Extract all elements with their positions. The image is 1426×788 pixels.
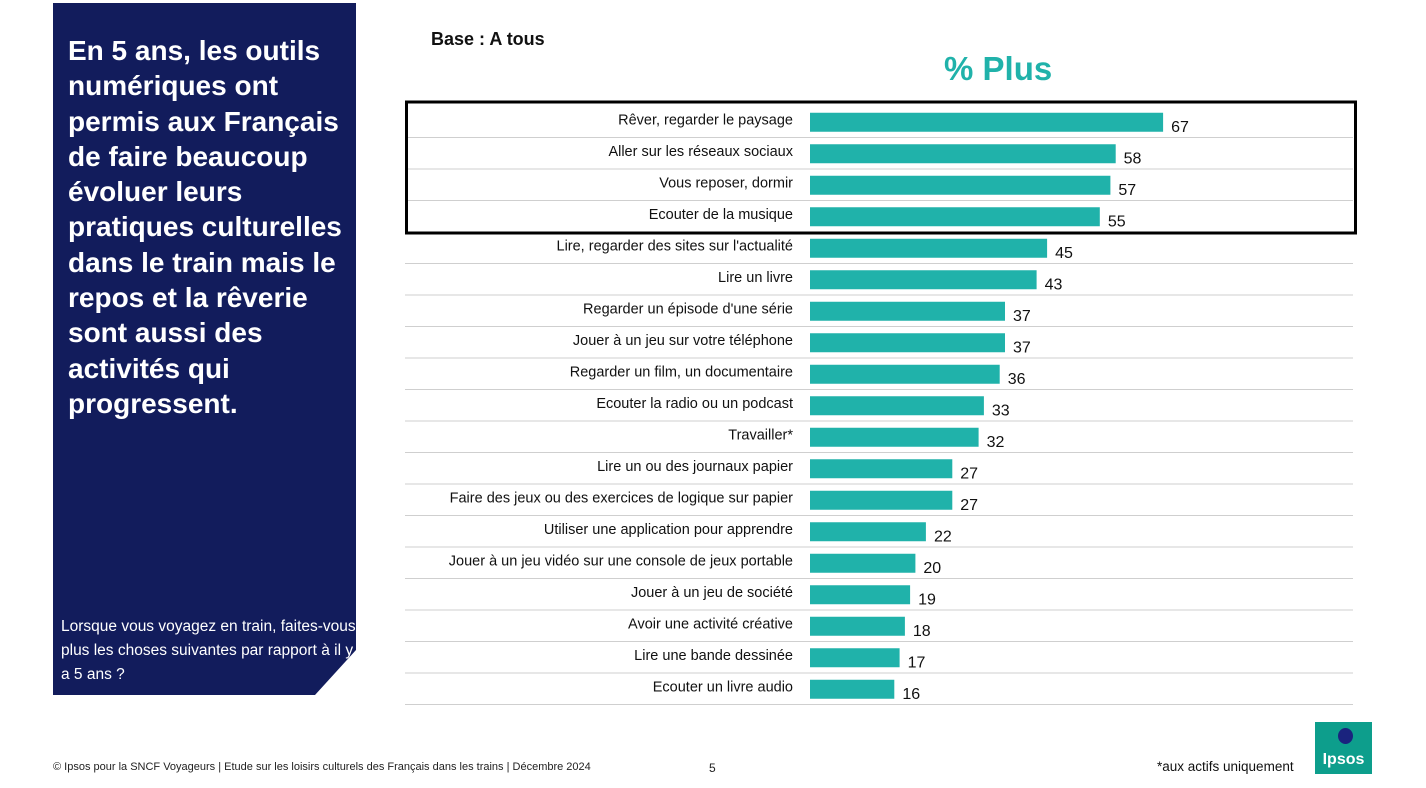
value-label: 55 (1108, 213, 1126, 230)
bar (810, 427, 979, 447)
bar (810, 144, 1116, 164)
category-label: Lire un livre (718, 270, 793, 286)
value-label: 57 (1118, 182, 1136, 199)
ipsos-logo: Ipsos (1315, 722, 1372, 774)
bar (810, 459, 953, 479)
category-label: Avoir une activité créative (628, 617, 793, 633)
category-label: Travailler* (728, 428, 793, 444)
category-label: Jouer à un jeu vidéo sur une console de … (449, 554, 793, 570)
left-panel: En 5 ans, les outils numériques ont perm… (53, 3, 356, 695)
value-label: 18 (913, 623, 931, 640)
bar (810, 616, 905, 636)
value-label: 17 (908, 654, 926, 671)
category-label: Faire des jeux ou des exercices de logiq… (450, 491, 794, 507)
value-label: 43 (1045, 276, 1063, 293)
chart-title: % Plus (944, 50, 1053, 87)
category-label: Jouer à un jeu sur votre téléphone (573, 333, 793, 349)
category-label: Regarder un film, un documentaire (570, 365, 793, 381)
value-label: 27 (960, 465, 978, 482)
bar (810, 679, 895, 699)
bar (810, 112, 1164, 132)
category-label: Lire une bande dessinée (634, 648, 793, 664)
value-label: 45 (1055, 245, 1073, 262)
value-label: 37 (1013, 339, 1031, 356)
category-label: Regarder un épisode d'une série (583, 302, 793, 318)
bar (810, 522, 926, 542)
value-label: 37 (1013, 308, 1031, 325)
highlight-box (405, 100, 1357, 235)
category-label: Jouer à un jeu de société (631, 585, 793, 601)
footnote: *aux actifs uniquement (1157, 759, 1294, 774)
logo-head-icon (1338, 728, 1353, 744)
value-label: 58 (1124, 150, 1142, 167)
category-label: Utiliser une application pour apprendre (544, 522, 793, 538)
value-label: 67 (1171, 119, 1189, 136)
category-label: Ecouter de la musique (649, 207, 793, 223)
bar (810, 207, 1100, 227)
value-label: 20 (923, 560, 941, 577)
category-label: Ecouter la radio ou un podcast (596, 396, 793, 412)
page-number: 5 (709, 761, 716, 775)
value-label: 33 (992, 402, 1010, 419)
bar (810, 175, 1111, 195)
bar (810, 333, 1005, 353)
survey-question: Lorsque vous voyagez en train, faites-vo… (61, 618, 356, 683)
logo-text: Ipsos (1322, 751, 1365, 768)
bar (810, 396, 984, 416)
bar (810, 490, 953, 510)
bar (810, 238, 1048, 258)
bar (810, 648, 900, 668)
value-label: 36 (1008, 371, 1026, 388)
category-label: Ecouter un livre audio (653, 680, 793, 696)
value-label: 19 (918, 591, 936, 608)
base-label: Base : A tous (431, 29, 545, 49)
value-label: 32 (987, 434, 1005, 451)
bar (810, 270, 1037, 290)
category-label: Aller sur les réseaux sociaux (608, 144, 793, 160)
bar (810, 585, 911, 605)
value-label: 22 (934, 528, 952, 545)
category-label: Vous reposer, dormir (659, 176, 793, 192)
bar (810, 364, 1000, 384)
category-label: Rêver, regarder le paysage (618, 113, 793, 129)
value-label: 16 (902, 686, 920, 703)
headline: En 5 ans, les outils numériques ont perm… (68, 35, 342, 419)
category-label: Lire, regarder des sites sur l'actualité (557, 239, 794, 255)
bar (810, 553, 916, 573)
category-label: Lire un ou des journaux papier (597, 459, 793, 475)
footer-source: © Ipsos pour la SNCF Voyageurs | Etude s… (53, 761, 591, 773)
bar (810, 301, 1005, 321)
value-label: 27 (960, 497, 978, 514)
